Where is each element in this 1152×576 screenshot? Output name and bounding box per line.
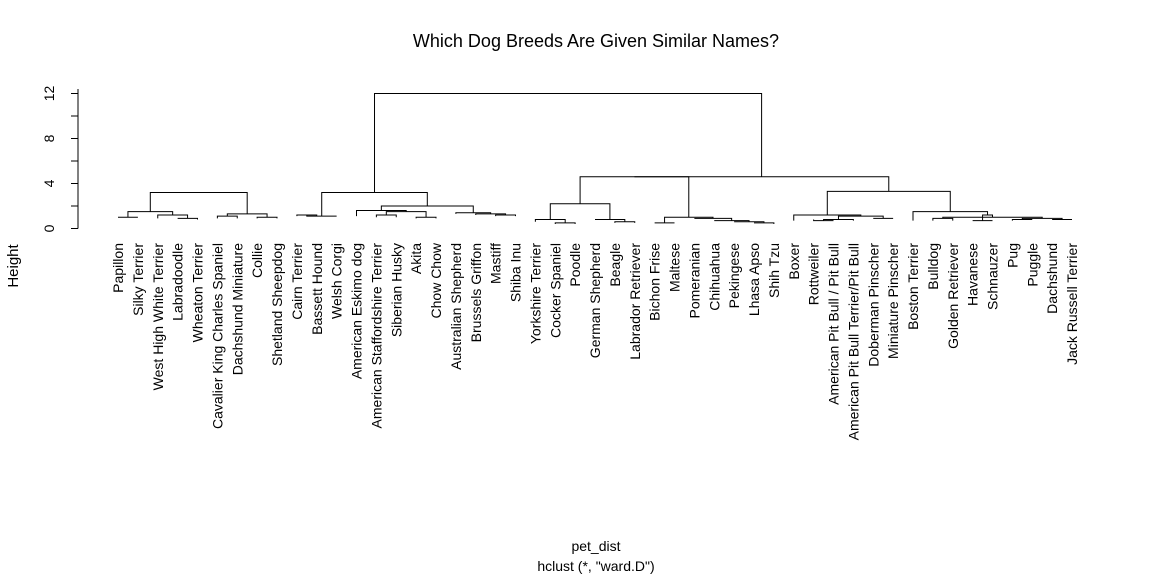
- dendrogram-link: [177, 217, 198, 220]
- y-tick-label: 0: [41, 224, 57, 232]
- leaf-label: West High White Terrier: [150, 243, 166, 391]
- dendrogram-link: [374, 93, 763, 193]
- dendrogram-link: [912, 211, 989, 221]
- leaf-label: Cocker Spaniel: [547, 243, 563, 338]
- leaf-label: Boston Terrier: [905, 243, 921, 330]
- dendrogram-link: [982, 214, 993, 221]
- leaf-label: Doberman Pinscher: [865, 243, 881, 367]
- leaf-label: Wheaton Terrier: [190, 243, 206, 343]
- dendrogram-link: [694, 217, 733, 221]
- leaf-label: Beagle: [607, 243, 623, 287]
- dendrogram-link: [226, 213, 268, 218]
- y-tick-label: 4: [41, 179, 57, 187]
- y-axis-label: Height: [5, 243, 22, 287]
- leaf-label: Dachshund: [1044, 243, 1060, 314]
- leaf-label: Shih Tzu: [766, 243, 782, 298]
- chart-title: Which Dog Breeds Are Given Similar Names…: [413, 31, 779, 51]
- dendrogram-link: [1011, 219, 1033, 221]
- dendrogram-link: [415, 216, 437, 219]
- dendrogram-link: [256, 216, 278, 219]
- leaf-label: Jack Russell Terrier: [1064, 243, 1080, 365]
- dendrogram-link: [837, 215, 884, 220]
- x-axis-label: pet_dist: [571, 538, 620, 554]
- dendrogram-link: [813, 219, 834, 222]
- dendrogram-link: [734, 221, 765, 223]
- leaf-label: German Shepherd: [587, 243, 603, 358]
- leaf-label: Cavalier King Charles Spaniel: [209, 243, 225, 429]
- leaf-label: Bichon Frise: [647, 243, 663, 321]
- dendrogram-link: [321, 192, 428, 217]
- dendrogram-link: [754, 222, 775, 224]
- dendrogram-link: [127, 211, 174, 218]
- leaf-label: Puggle: [1024, 243, 1040, 287]
- dendrogram-link: [932, 217, 954, 221]
- dendrogram-link: [495, 214, 516, 217]
- dendrogram-link: [534, 219, 566, 223]
- dendrogram-link: [549, 203, 611, 220]
- dendrogram-link: [714, 220, 750, 222]
- leaf-label: Labrador Retriever: [627, 243, 643, 360]
- dendrogram-link: [216, 215, 238, 219]
- leaf-label: Siberian Husky: [388, 243, 404, 337]
- leaf-label: American Eskimo dog: [349, 243, 365, 379]
- leaf-label: Pekingese: [726, 243, 742, 309]
- dendrogram-link: [554, 222, 576, 224]
- leaf-label: Shiba Inu: [508, 243, 524, 302]
- leaf-label: Maltese: [667, 243, 683, 292]
- method-sublabel: hclust (*, "ward.D"): [537, 558, 654, 574]
- dendrogram-link: [306, 215, 337, 217]
- leaf-labels: Papillon Silky Terrier West High White Ter…: [110, 242, 1080, 440]
- dendrogram-link: [595, 219, 626, 222]
- leaf-label: Shetland Sheepdog: [269, 243, 285, 366]
- leaf-label: Rottweiler: [806, 243, 822, 306]
- leaf-label: Pug: [1004, 243, 1020, 268]
- leaf-label: Cairn Terrier: [289, 243, 305, 320]
- leaf-label: Papillon: [110, 243, 126, 293]
- leaf-label: Collie: [249, 243, 265, 278]
- leaf-label: Miniature Pinscher: [885, 243, 901, 359]
- leaf-label: Labradoodle: [170, 243, 186, 321]
- leaf-label: Golden Retriever: [945, 243, 961, 349]
- leaf-label: Welsh Corgi: [329, 243, 345, 319]
- leaf-label: Brussels Griffon: [468, 243, 484, 342]
- y-tick-label: 12: [41, 86, 57, 102]
- y-tick-label: 8: [41, 134, 57, 142]
- leaf-label: Yorkshire Terrier: [527, 243, 543, 344]
- leaf-label: Bassett Hound: [309, 243, 325, 335]
- leaf-label: Dachshund Miniature: [229, 243, 245, 376]
- leaf-label: American Pit Bull Terrier/Pit Bull: [845, 243, 861, 440]
- leaf-label: Mastiff: [488, 243, 504, 284]
- dendrogram-link: [579, 176, 690, 218]
- leaf-label: Chihuahua: [706, 243, 722, 311]
- dendrogram-link: [614, 221, 636, 223]
- y-axis: 0 4 8 12: [41, 86, 79, 232]
- leaf-label: Boxer: [786, 243, 802, 280]
- dendrogram-link: [149, 192, 248, 214]
- leaf-label: Bulldog: [925, 243, 941, 290]
- dendrogram-link: [375, 214, 397, 218]
- leaf-label: Lhasa Apso: [746, 243, 762, 316]
- leaf-label: Chow Chow: [428, 242, 444, 318]
- leaf-label: Pomeranian: [686, 243, 702, 319]
- leaf-label: American Pit Bull / Pit Bull: [826, 243, 842, 405]
- leaf-label: Australian Shepherd: [448, 243, 464, 370]
- dendrogram-link: [385, 211, 427, 218]
- dendrogram-link: [634, 176, 890, 192]
- leaf-label: Silky Terrier: [130, 243, 146, 316]
- leaf-label: Akita: [408, 243, 424, 274]
- dendrogram-link: [157, 214, 189, 219]
- leaf-label: Havanese: [965, 243, 981, 306]
- leaf-label: American Staffordshire Terrier: [368, 243, 384, 429]
- dendrogram-links: [118, 93, 1072, 224]
- leaf-label: Schnauzer: [985, 243, 1001, 310]
- leaf-label: Poodle: [567, 243, 583, 287]
